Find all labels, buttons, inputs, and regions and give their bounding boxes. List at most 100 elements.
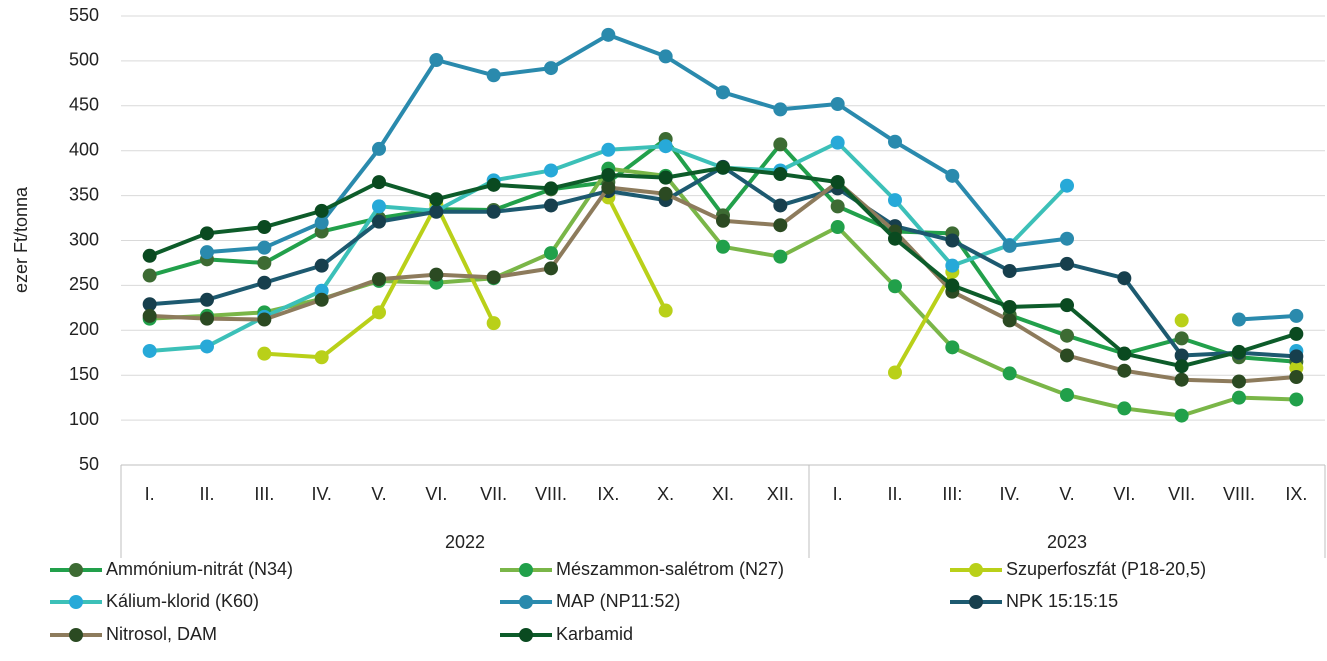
data-point [314,350,329,365]
x-tick-label: VII. [1168,484,1195,504]
data-point [1289,349,1304,364]
data-point [1060,178,1074,193]
data-point [601,167,616,182]
data-point [372,214,386,229]
x-tick-label: IV. [311,484,331,504]
data-point [1289,369,1304,384]
data-point [945,233,960,248]
data-point [830,220,845,235]
data-point [945,168,960,183]
data-point [544,198,558,213]
data-point [773,102,788,117]
data-point [200,245,214,260]
x-tick-label: VIII. [535,484,567,504]
data-point [888,231,902,246]
x-tick-label: X. [657,484,674,504]
data-point [773,249,788,264]
data-point [888,365,902,380]
x-tick-label: VIII. [1223,484,1255,504]
data-point [945,278,960,293]
data-point [601,27,616,42]
data-point [372,272,386,287]
data-point [314,292,329,307]
data-point [314,258,329,273]
x-tick-label: IX. [1285,484,1307,504]
legend-marker [519,628,533,642]
data-point [200,292,214,307]
x-tick-label: VII. [480,484,507,504]
data-point [1174,348,1189,363]
data-point [773,198,788,213]
x-tick-label: I. [145,484,155,504]
legend-label: Nitrosol, DAM [106,624,217,644]
x-tick-label: IX. [597,484,619,504]
data-point [200,339,214,354]
data-point [486,68,501,83]
data-point [1174,359,1189,374]
y-axis-label: ezer Ft/tonna [11,186,31,293]
data-point [429,53,444,68]
group-label: 2022 [445,532,485,552]
data-point [1174,313,1189,328]
data-point [257,240,272,255]
data-point [372,199,386,214]
legend-marker [69,595,83,609]
data-point [945,258,960,273]
data-point [830,199,845,214]
data-point [1002,238,1017,253]
data-point [830,175,845,190]
data-point [257,275,272,290]
data-point [773,137,788,152]
data-point [830,97,845,112]
data-point [486,204,501,219]
x-tick-label: V. [1059,484,1074,504]
data-point [1174,372,1189,387]
y-tick-label: 200 [69,319,99,339]
legend-marker [69,563,83,577]
series-line [206,32,1297,322]
data-point [1174,331,1189,346]
data-point [257,255,272,270]
x-tick-label: II. [199,484,214,504]
y-tick-label: 150 [69,364,99,384]
x-tick-label: IV. [999,484,1019,504]
data-point [429,267,444,282]
data-point [945,340,960,355]
data-point [200,311,214,326]
data-point [142,297,157,312]
data-point [142,248,157,263]
data-point [142,343,157,358]
data-point [1060,231,1074,246]
data-point [1060,348,1074,363]
x-tick-label: VI. [1113,484,1135,504]
data-point [1060,256,1074,271]
data-point [314,203,329,218]
legend-label: Mészammon-salétrom (N27) [556,559,784,579]
data-point [601,142,616,157]
group-label: 2023 [1047,532,1087,552]
data-point [372,305,386,320]
data-point [773,218,788,233]
data-point [1060,387,1074,402]
legend-marker [969,595,983,609]
y-tick-label: 400 [69,139,99,159]
data-point [1002,366,1017,381]
x-tick-label: V. [371,484,386,504]
data-point [1289,326,1304,341]
data-point [544,261,558,276]
data-point [716,239,730,254]
data-point [142,268,157,283]
x-tick-label: I. [833,484,843,504]
data-point [257,220,272,235]
y-tick-label: 250 [69,274,99,294]
data-point [1232,390,1246,405]
data-point [1117,401,1132,416]
legend-marker [969,563,983,577]
data-point [1232,312,1246,327]
data-point [1174,408,1189,423]
data-point [544,246,558,261]
data-point [200,226,214,241]
data-point [601,180,616,195]
